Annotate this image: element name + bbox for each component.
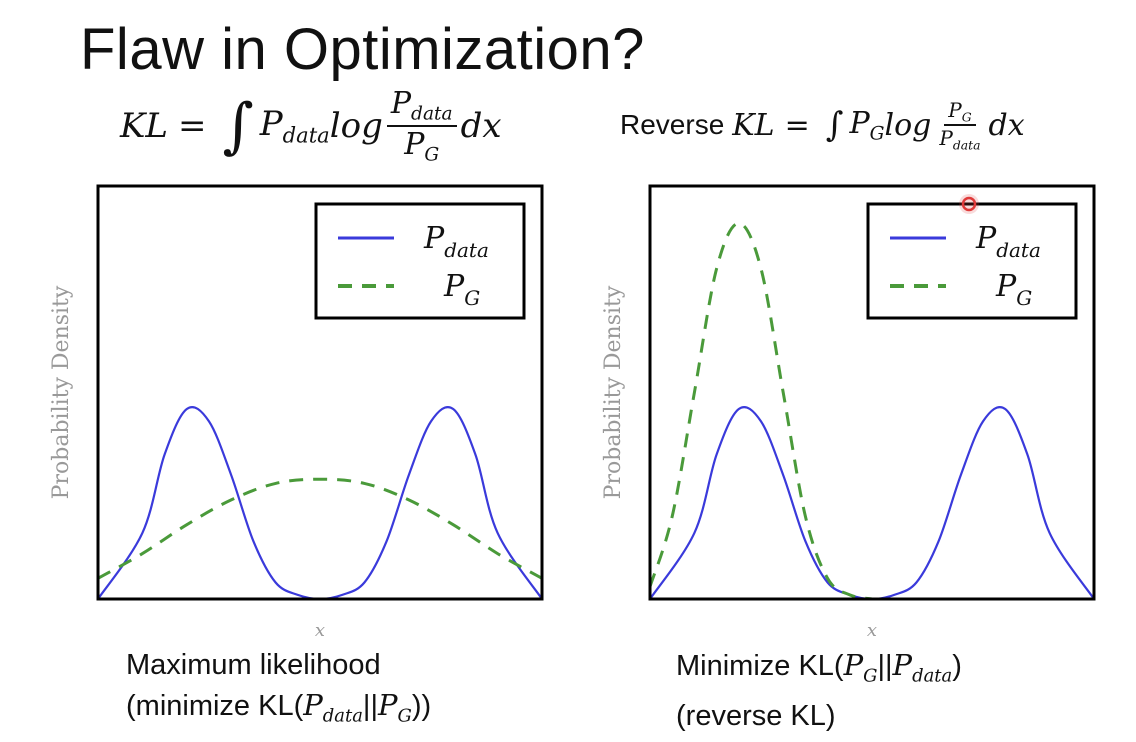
legend-label-p-g: PG: [443, 269, 480, 310]
reverse-kl-formula: Reverse KL = ∫ PG log PG Pdata dx: [620, 98, 1025, 153]
kl-symbol: KL: [732, 107, 775, 143]
legend-label-p-g: PG: [995, 269, 1032, 310]
fraction-numerator: PG: [944, 98, 976, 127]
legend-label-p-data: Pdata: [975, 221, 1041, 262]
caption-maximum-likelihood: Maximum likelihood (minimize KL(Pdata||P…: [126, 645, 431, 736]
p-data-series-line: [97, 405, 543, 601]
y-axis-label: Probability Density: [49, 285, 74, 499]
slide-title: Flaw in Optimization?: [80, 17, 645, 82]
legend-label-p-data: Pdata: [423, 221, 489, 262]
dx-term: dx: [988, 107, 1025, 143]
pointer-dot: [961, 196, 977, 212]
fraction: PG Pdata: [935, 98, 984, 153]
log-term: log: [329, 105, 383, 146]
caption-line-1: Minimize KL(PG||Pdata): [676, 648, 962, 687]
reverse-label: Reverse: [620, 109, 725, 141]
pointer-halo: [959, 194, 979, 214]
caption-line-1: Maximum likelihood: [126, 649, 381, 681]
x-axis-label: x: [315, 620, 325, 641]
p-data-term: Pdata: [259, 103, 330, 148]
legend-box: [866, 202, 1078, 320]
equals-sign: =: [784, 107, 810, 143]
equals-sign: =: [177, 105, 207, 146]
dx-term: dx: [460, 105, 502, 146]
plot-frame: [648, 184, 1096, 601]
p-g-series-line: [648, 221, 873, 601]
x-axis-label: x: [867, 620, 877, 641]
kl-symbol: KL: [120, 105, 168, 146]
caption-reverse-kl: Minimize KL(PG||Pdata) (reverse KL): [676, 645, 962, 736]
fraction-numerator: Pdata: [386, 86, 457, 127]
p-g-series-line: [97, 477, 543, 580]
fraction-denominator: PG: [404, 126, 440, 166]
fraction-denominator: Pdata: [939, 126, 981, 153]
kl-formula: KL = ∫ Pdata log Pdata PG dx: [120, 86, 502, 165]
plot-frame: [96, 184, 544, 601]
caption-line-2: (minimize KL(Pdata||PG)): [126, 688, 432, 727]
fraction: Pdata PG: [386, 86, 457, 166]
caption-line-2: (reverse KL): [676, 700, 836, 733]
p-g-term: PG: [849, 106, 885, 145]
p-data-series-line: [649, 405, 1095, 601]
log-term: log: [884, 107, 932, 143]
integral-sign: ∫: [222, 90, 254, 161]
legend-box: [314, 202, 526, 320]
integral-sign: ∫: [825, 105, 844, 146]
y-axis-label: Probability Density: [601, 285, 626, 499]
